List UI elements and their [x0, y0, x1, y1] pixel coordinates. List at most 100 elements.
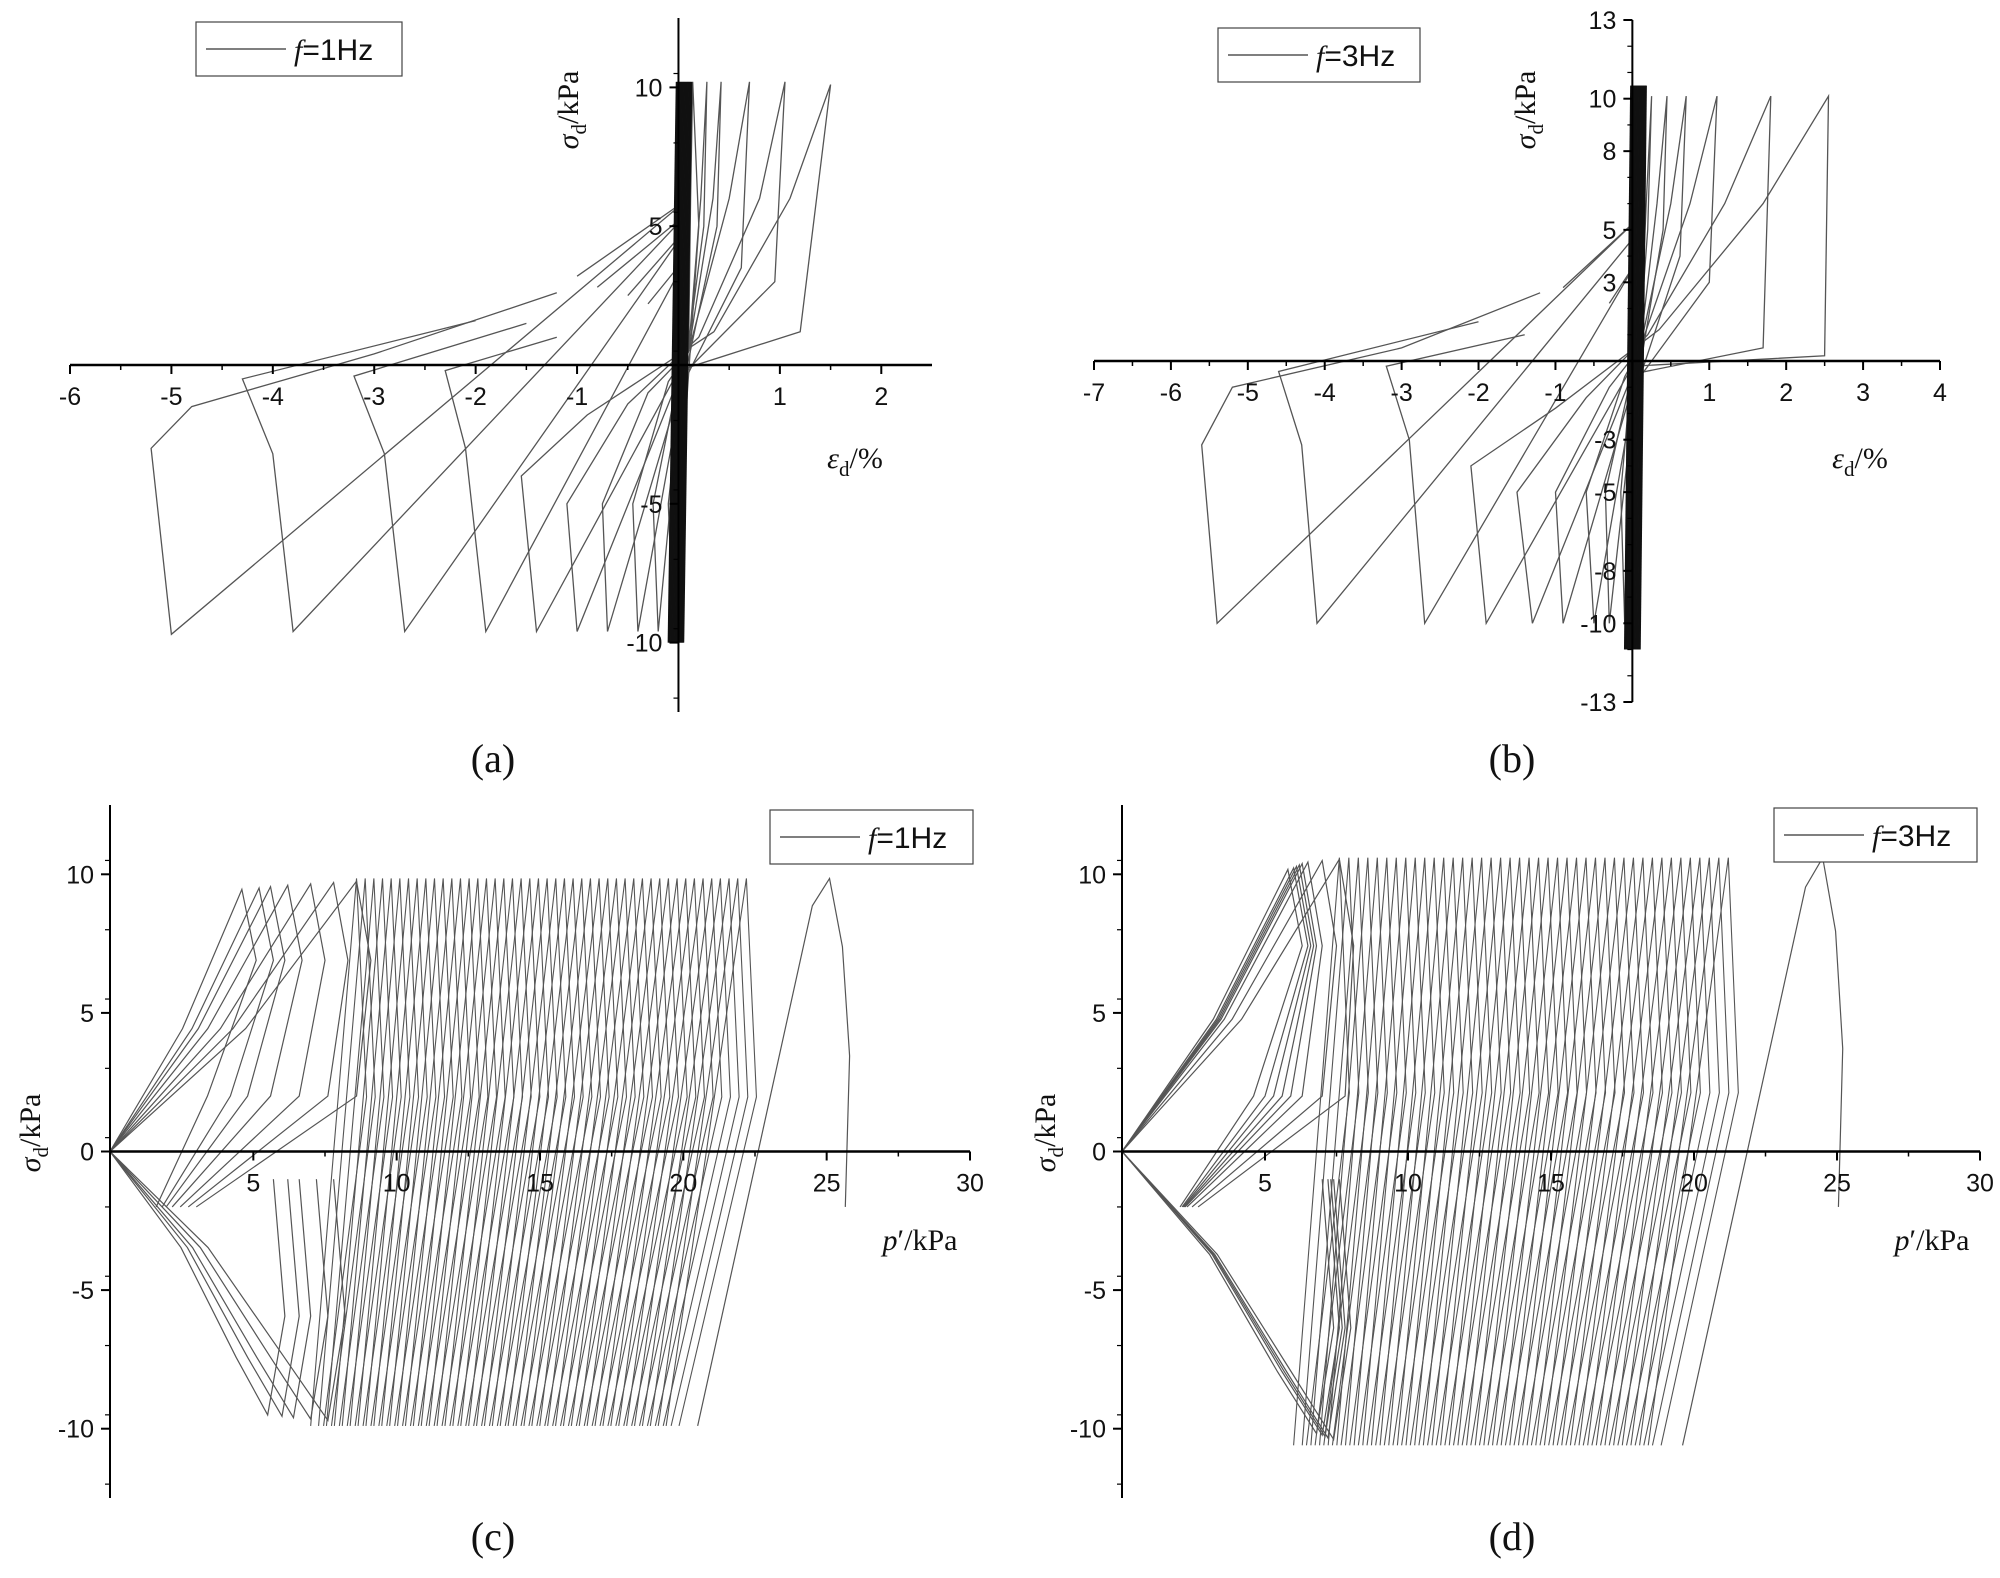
y-tick-label: -13 [1580, 689, 1616, 717]
series-line-9 [241, 211, 690, 633]
early-cycle-up-1 [109, 887, 257, 1208]
axes: -6 -5 -4 -3 -2 -1 1 2 -10 -5 5 10 [59, 18, 932, 712]
y-tick-label: 10 [1589, 86, 1617, 114]
y-tick-label: -5 [72, 1277, 94, 1305]
series-line-8 [353, 225, 690, 634]
x-tick-label: 1 [773, 383, 787, 411]
early-cycle-up-2 [1121, 866, 1309, 1208]
y-tick-label: 13 [1589, 7, 1617, 35]
x-tick-label: 15 [526, 1170, 554, 1198]
early-cycle-down-4 [1121, 1151, 1346, 1440]
y-tick-label: -5 [1594, 479, 1616, 507]
legend-label: f=3Hz [1872, 820, 1951, 853]
y-tick-label: 0 [1092, 1139, 1106, 1167]
y-tick-label: 8 [1602, 138, 1616, 166]
x-tick-label: 30 [1966, 1170, 1994, 1198]
y-tick-label: 5 [649, 213, 663, 241]
x-tick-label: -3 [1391, 379, 1413, 407]
y-tick-label: -10 [58, 1416, 94, 1444]
x-tick-label: 25 [1823, 1170, 1851, 1198]
chart-d: 5 10 15 20 25 30 -10 -5 0 5 10 p′/kPa σd/kPa f=3Hz (d) [1029, 805, 1994, 1559]
x-tick-label: -5 [1237, 379, 1259, 407]
early-cycle-up-5 [109, 882, 326, 1208]
x-axis-label: p′/kPa [1893, 1224, 1970, 1257]
x-tick-label: -3 [363, 383, 385, 411]
y-axis-label: σd/kPa [14, 1094, 53, 1173]
series-line-10 [150, 197, 690, 636]
x-tick-label: 30 [956, 1170, 984, 1198]
x-tick-label: 2 [874, 383, 888, 411]
x-tick-label: 20 [669, 1170, 697, 1198]
panel-label: (c) [471, 1514, 515, 1559]
x-tick-label: -1 [1544, 379, 1566, 407]
x-tick-label: 4 [1933, 379, 1947, 407]
y-tick-label: 10 [1078, 861, 1106, 889]
y-tick-label: -5 [1084, 1277, 1106, 1305]
legend: f=1Hz [195, 21, 403, 77]
y-tick-label: 5 [1092, 1000, 1106, 1028]
x-tick-label: 15 [1537, 1170, 1565, 1198]
x-tick-label: -4 [262, 383, 284, 411]
early-cycle-up-8 [1121, 857, 1355, 1208]
legend: f=3Hz [1773, 807, 1978, 863]
x-tick-label: 3 [1856, 379, 1870, 407]
legend-label: f=1Hz [294, 34, 373, 67]
chart-b: -7 -6 -5 -4 -3 -2 -1 1 2 3 4 -13 -10 -8 -5 -3 3 5 8 10 13 εd/… [1083, 7, 1947, 781]
legend-label: f=1Hz [868, 822, 947, 855]
axes: 5 10 15 20 25 30 -10 -5 0 5 10 [58, 805, 984, 1498]
axes: -7 -6 -5 -4 -3 -2 -1 1 2 3 4 -13 -10 -8 -5 -3 3 5 8 10 13 [1083, 7, 1947, 717]
last-cycle-line [1681, 855, 1844, 1446]
y-tick-label: 0 [80, 1139, 94, 1167]
x-tick-label: 20 [1680, 1170, 1708, 1198]
early-cycle-down-4 [109, 1151, 329, 1421]
x-tick-label: 10 [1394, 1170, 1422, 1198]
plot-area [1201, 85, 1830, 650]
y-tick-label: 5 [1602, 217, 1616, 245]
panel-label: (a) [471, 736, 515, 781]
panel-label: (b) [1489, 736, 1536, 781]
x-tick-label: -2 [1467, 379, 1489, 407]
panel-label: (d) [1489, 1514, 1536, 1559]
chart-c: 5 10 15 20 25 30 -10 -5 0 5 10 p′/kPa σd/kPa f=1Hz (c) [14, 805, 984, 1559]
last-cycle-line [697, 876, 851, 1427]
y-tick-label: -8 [1594, 558, 1616, 586]
early-cycle-down-2 [109, 1151, 300, 1419]
early-cycle-down-3 [109, 1151, 312, 1420]
x-tick-label: -6 [1160, 379, 1182, 407]
early-cycle-down-5 [109, 1151, 346, 1423]
y-tick-label: 5 [80, 1000, 94, 1028]
early-cycle-up-7 [109, 879, 372, 1208]
y-tick-label: 10 [635, 74, 663, 102]
chart-a: -6 -5 -4 -3 -2 -1 1 2 -10 -5 5 10 εd/% σd/kPa f=1Hz (a) [59, 18, 932, 781]
y-tick-label: -10 [1580, 610, 1616, 638]
x-axis-label: εd/% [827, 442, 883, 481]
early-cycle-down-1 [109, 1151, 286, 1417]
x-axis-label: p′/kPa [881, 1224, 958, 1257]
legend-label: f=3Hz [1316, 40, 1395, 73]
x-tick-label: -6 [59, 383, 81, 411]
x-tick-label: -2 [465, 383, 487, 411]
x-tick-label: -5 [160, 383, 182, 411]
x-axis-label: εd/% [1832, 442, 1888, 481]
early-cycle-down-2 [1121, 1151, 1340, 1437]
y-tick-label: -10 [626, 630, 662, 658]
early-cycle-up-7 [1121, 858, 1338, 1208]
x-tick-label: -4 [1314, 379, 1336, 407]
early-cycle-up-4 [109, 883, 303, 1208]
early-cycle-down-1 [1121, 1151, 1335, 1436]
x-tick-label: 5 [1258, 1170, 1272, 1198]
x-tick-label: 5 [246, 1170, 260, 1198]
early-cycle-up-1 [1121, 867, 1303, 1208]
x-tick-label: -7 [1083, 379, 1105, 407]
early-cycle-up-3 [109, 884, 286, 1208]
y-tick-label: 10 [66, 861, 94, 889]
y-tick-label: -5 [640, 491, 662, 519]
x-tick-label: 2 [1779, 379, 1793, 407]
axes: 5 10 15 20 25 30 -10 -5 0 5 10 [1070, 805, 1994, 1498]
y-axis-label: σd/kPa [1029, 1094, 1068, 1173]
early-cycle-up-5 [1121, 861, 1318, 1208]
x-tick-label: 25 [813, 1170, 841, 1198]
y-tick-label: 3 [1602, 269, 1616, 297]
y-tick-label: -3 [1594, 427, 1616, 455]
